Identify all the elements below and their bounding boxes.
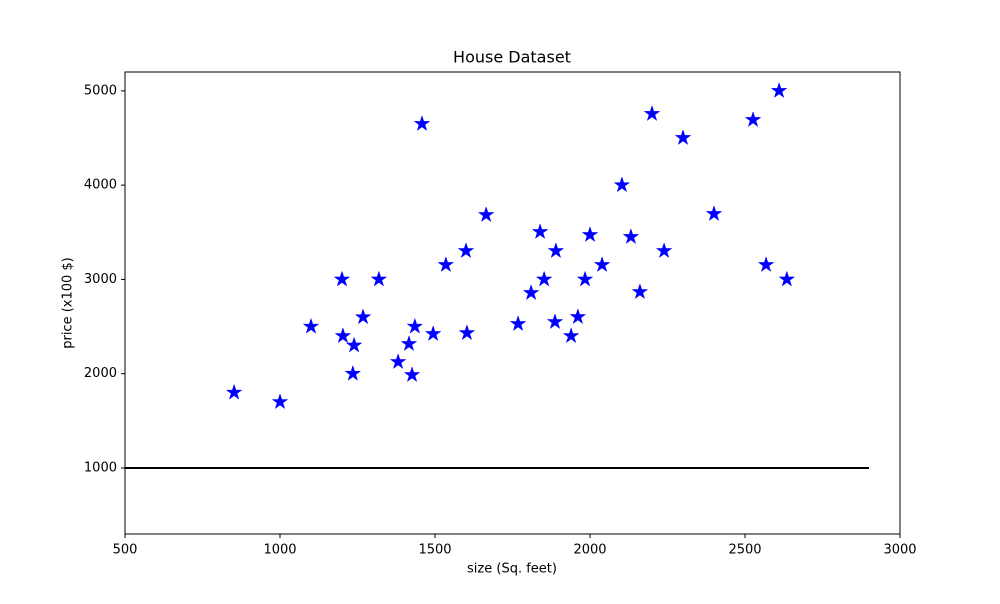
point [437, 256, 455, 273]
plot-frame [124, 71, 901, 535]
y-tick-label: 4000 [84, 178, 117, 193]
point [344, 364, 362, 381]
point [457, 242, 475, 259]
x-tick-label: 2000 [573, 543, 606, 558]
y-tick-label: 5000 [84, 83, 117, 98]
point [705, 205, 723, 222]
point [302, 317, 320, 334]
point [334, 327, 352, 344]
point [345, 336, 363, 353]
point [546, 313, 564, 330]
y-tick-label: 2000 [84, 366, 117, 381]
point [424, 325, 442, 342]
point [593, 256, 611, 273]
x-tick-label: 3000 [883, 543, 916, 558]
point [562, 327, 580, 344]
point [576, 270, 594, 287]
x-tick-label: 500 [113, 543, 138, 558]
point [406, 317, 424, 334]
point [531, 223, 549, 240]
point [458, 324, 476, 341]
point [389, 353, 407, 370]
point [477, 206, 495, 223]
y-axis-label: price (x100 $) [61, 257, 76, 349]
x-tick-label: 1000 [263, 543, 296, 558]
point [535, 270, 553, 287]
x-tick-label: 2500 [728, 543, 761, 558]
x-tick-label: 1500 [418, 543, 451, 558]
point [271, 393, 289, 410]
point [631, 283, 649, 300]
point [674, 129, 692, 146]
y-tick-label: 3000 [84, 272, 117, 287]
point [581, 226, 599, 243]
point [613, 176, 631, 193]
point [354, 308, 372, 325]
point [757, 256, 775, 273]
point [225, 383, 243, 400]
point [400, 335, 418, 352]
x-axis-label: size (Sq. feet) [467, 562, 557, 577]
point [413, 115, 431, 131]
point [509, 315, 527, 332]
point [778, 270, 796, 287]
point [522, 284, 540, 301]
point [333, 270, 351, 287]
point [370, 270, 388, 287]
point [770, 82, 788, 98]
point [569, 308, 587, 325]
point [643, 105, 661, 121]
point [622, 228, 640, 245]
y-tick-label: 1000 [84, 461, 117, 476]
chart-title: House Dataset [453, 48, 571, 67]
point [403, 366, 421, 383]
point [547, 242, 565, 259]
point [655, 242, 673, 259]
point [744, 111, 762, 128]
